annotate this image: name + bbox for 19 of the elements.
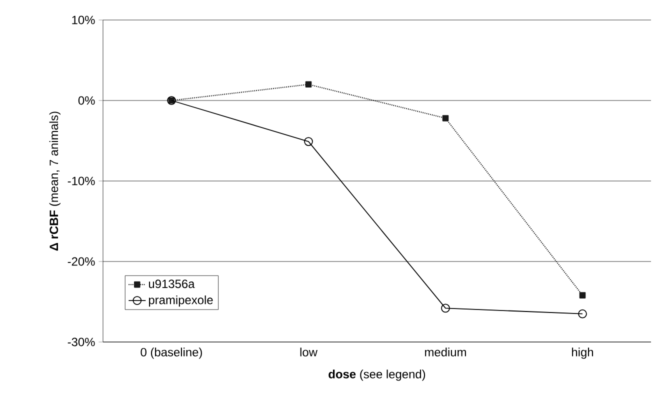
- point: [579, 292, 586, 298]
- y-tick-label: 0%: [78, 96, 95, 105]
- x-tick-label: low: [300, 348, 318, 356]
- y-tick-label: -10%: [68, 176, 95, 186]
- y-axis-title: Δ rCBF (mean, 7 animals): [49, 112, 60, 251]
- x-tick-label: high: [572, 348, 594, 359]
- point: [304, 137, 313, 146]
- y-tick-label: -30%: [68, 338, 95, 346]
- point: [578, 309, 587, 318]
- x-tick-label: 0 (baseline): [140, 348, 202, 359]
- x-tick-label: medium: [425, 348, 466, 356]
- y-tick-label: 10%: [72, 16, 95, 24]
- point: [442, 115, 449, 122]
- point: [305, 81, 312, 88]
- y-tick-label: -20%: [68, 257, 95, 266]
- legend-label: u91356a: [148, 280, 195, 288]
- point: [441, 304, 450, 313]
- x-axis-title: dose (see legend): [328, 370, 426, 381]
- legend-label: pramipexole: [148, 295, 213, 307]
